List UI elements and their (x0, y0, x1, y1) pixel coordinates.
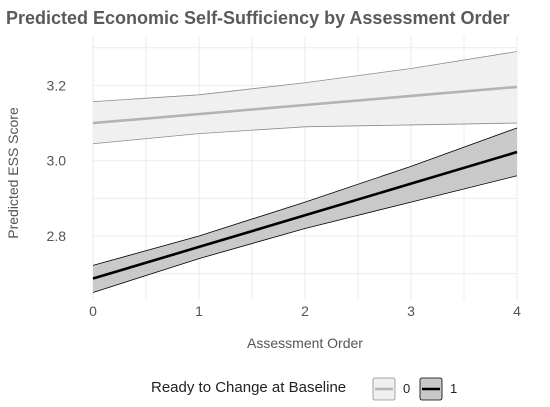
chart-title: Predicted Economic Self-Sufficiency by A… (6, 8, 510, 28)
legend: Ready to Change at Baseline 0 1 (151, 377, 457, 401)
x-tick-label: 1 (195, 303, 203, 319)
series-lines (92, 85, 518, 280)
ribbon-series-1 (93, 127, 517, 293)
x-tick-label: 3 (407, 303, 415, 319)
y-tick-label: 2.8 (47, 228, 67, 244)
line-series-0 (92, 85, 518, 125)
x-tick-label: 0 (89, 303, 97, 319)
ribbon-lower-edge-series-0 (92, 122, 518, 145)
ribbon-lower-edge-series-1 (92, 175, 518, 293)
legend-label-1: 1 (450, 381, 457, 396)
line-series-1 (92, 150, 518, 280)
x-tick-labels: 0 1 2 3 4 (89, 303, 521, 319)
legend-title: Ready to Change at Baseline (151, 379, 346, 396)
y-tick-label: 3.0 (47, 153, 67, 169)
legend-label-0: 0 (403, 381, 410, 396)
x-axis-title: Assessment Order (247, 335, 363, 351)
ribbon-series-0 (93, 51, 517, 144)
x-tick-label: 4 (513, 303, 521, 319)
ribbon-upper-edge-series-1 (92, 127, 518, 266)
x-tick-label: 2 (301, 303, 309, 319)
y-tick-labels: 2.8 3.0 3.2 (47, 77, 67, 244)
ribbon-upper-edge-series-0 (92, 51, 518, 102)
confidence-ribbons (92, 51, 518, 293)
y-tick-label: 3.2 (47, 77, 67, 93)
y-axis-title: Predicted ESS Score (5, 107, 21, 239)
